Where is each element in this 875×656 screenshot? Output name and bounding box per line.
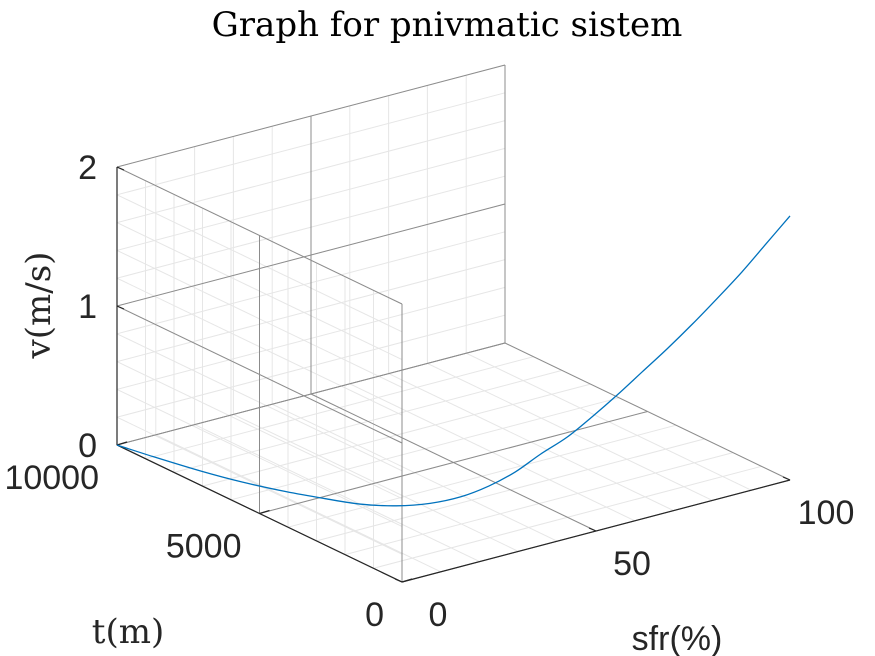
y-tick-label: 0 [365,596,384,634]
x-tick-mark [588,527,597,532]
x-tick-label: 100 [798,494,855,532]
major-grid-line [116,203,506,307]
major-grid-line [116,342,506,446]
major-grid-line [116,305,403,444]
label-layer: Graph for pnivmatic sistem v(m/s) t(m) s… [4,5,854,656]
grid-layer [116,64,791,583]
x-axis-label: sfr(%) [632,620,723,656]
major-grid-line [116,166,403,305]
major-grid-line [259,411,648,514]
y-axis-label: t(m) [92,612,164,652]
z-tick-label: 2 [78,149,97,187]
y-tick-label: 10000 [4,459,99,497]
x-tick-label: 0 [429,596,448,634]
z-tick-mark [116,166,125,171]
data-layer [116,215,791,507]
y-tick-mark [401,578,413,583]
z-axis-label: v(m/s) [19,252,59,360]
x-tick-mark [394,578,403,583]
major-grid-line [116,64,506,168]
x-tick-label: 50 [613,545,651,583]
y-tick-mark [116,441,128,446]
y-tick-mark [259,509,270,515]
axis-edges [116,166,791,583]
series-line [116,215,791,507]
y-tick-label: 5000 [166,528,242,566]
z-tick-mark [116,305,125,310]
x-tick-mark [782,476,791,481]
z-tick-label: 1 [78,288,97,326]
z-tick-label: 0 [78,427,97,465]
chart-title: Graph for pnivmatic sistem [212,5,683,45]
